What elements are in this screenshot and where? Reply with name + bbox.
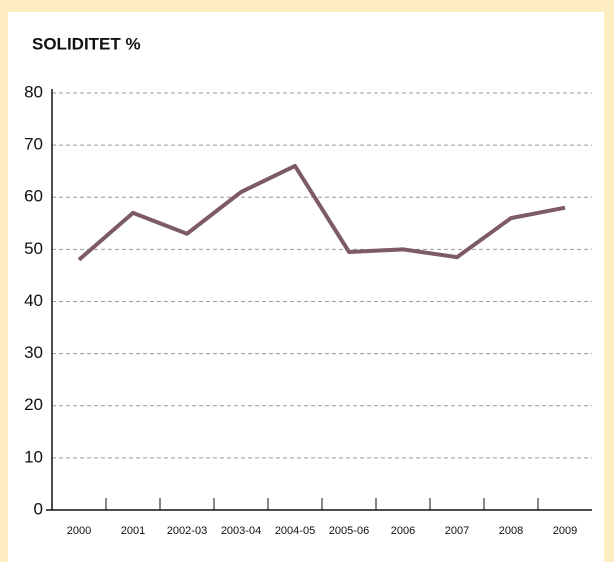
y-tick-label: 60	[24, 187, 43, 206]
x-tick-label: 2005-06	[329, 525, 369, 537]
y-tick-label: 30	[24, 343, 43, 362]
y-tick-label: 0	[34, 499, 43, 518]
x-tick-label: 2001	[121, 525, 145, 537]
x-tick-label: 2006	[391, 525, 415, 537]
x-tick-label: 2000	[67, 525, 91, 537]
x-tick-label: 2007	[445, 525, 469, 537]
y-tick-label: 70	[24, 135, 43, 154]
chart-title: SOLIDITET %	[32, 34, 141, 53]
data-line	[77, 163, 566, 262]
x-tick-label: 2002-03	[167, 525, 207, 537]
y-tick-label: 40	[24, 291, 43, 310]
y-tick-label: 10	[24, 447, 43, 466]
x-tick-label: 2009	[553, 525, 577, 537]
y-tick-label: 20	[24, 395, 43, 414]
y-tick-label: 50	[24, 239, 43, 258]
x-tick-label: 2004-05	[275, 525, 315, 537]
panel	[8, 12, 604, 562]
x-tick-label: 2003-04	[221, 525, 261, 537]
x-tick-label: 2008	[499, 525, 523, 537]
y-tick-label: 80	[24, 82, 43, 101]
